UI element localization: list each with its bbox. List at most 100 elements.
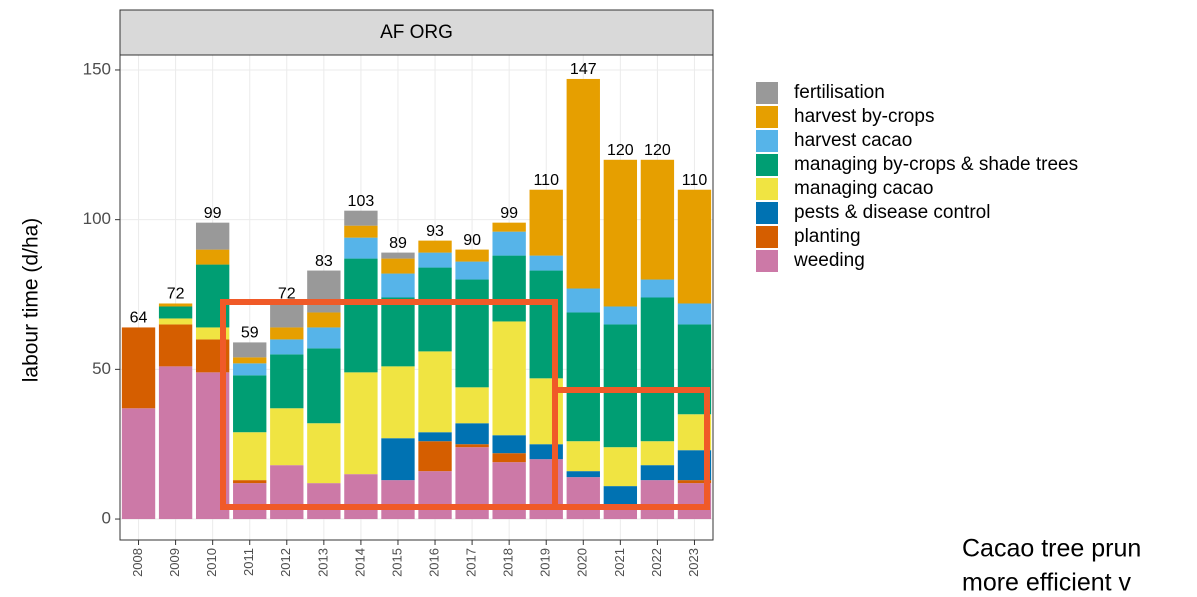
bar-segment xyxy=(344,258,378,373)
x-tick-label: 2017 xyxy=(464,548,479,577)
bar-segment xyxy=(233,342,267,358)
x-tick-label: 2011 xyxy=(241,548,256,576)
y-tick-label: 150 xyxy=(83,59,111,78)
bar-segment xyxy=(455,279,489,388)
bar-segment xyxy=(640,297,675,442)
total-label: 59 xyxy=(241,325,259,342)
bar-segment xyxy=(344,225,378,238)
legend-label: planting xyxy=(794,226,861,247)
total-label: 120 xyxy=(607,142,634,159)
total-label: 90 xyxy=(463,232,481,249)
panel-title: AF ORG xyxy=(380,22,453,43)
x-tick-label: 2009 xyxy=(167,548,182,577)
total-label: 110 xyxy=(682,172,708,189)
bar-segment xyxy=(492,453,526,463)
bar-segment xyxy=(121,327,156,409)
x-tick-label: 2012 xyxy=(278,548,293,577)
bar-segment xyxy=(381,258,415,274)
bar-segment xyxy=(640,480,675,520)
bar-segment xyxy=(603,324,638,448)
bar-segment xyxy=(307,270,341,313)
bar-segment xyxy=(566,78,600,289)
bar-segment xyxy=(195,222,230,250)
bar-segment xyxy=(455,261,489,280)
bar-segment xyxy=(418,351,452,433)
total-label: 72 xyxy=(278,286,296,303)
x-tick-label: 2018 xyxy=(501,548,516,577)
legend-label: fertilisation xyxy=(794,82,885,103)
legend-label: managing cacao xyxy=(794,178,933,199)
legend-swatch xyxy=(756,226,778,248)
x-tick-label: 2015 xyxy=(389,548,404,577)
legend-swatch xyxy=(756,178,778,200)
bar-segment xyxy=(344,474,378,520)
bar-segment xyxy=(121,408,156,520)
x-tick-label: 2008 xyxy=(130,548,145,577)
bar-segment xyxy=(492,435,526,454)
bar-segment xyxy=(233,357,267,364)
bar-segment xyxy=(381,297,415,367)
bar-segment xyxy=(270,465,304,520)
bar-segment xyxy=(418,432,452,442)
bar-segment xyxy=(344,210,378,226)
bar-segment xyxy=(566,471,600,478)
x-tick-label: 2014 xyxy=(352,548,367,577)
legend-label: harvest cacao xyxy=(794,130,912,151)
bar-segment xyxy=(603,486,638,505)
bar-segment xyxy=(677,480,712,484)
bar-segment xyxy=(455,387,489,424)
total-label: 99 xyxy=(204,205,222,222)
bar-segment xyxy=(566,312,600,442)
x-tick-label: 2013 xyxy=(315,548,330,577)
x-tick-label: 2016 xyxy=(426,548,441,577)
bar-segment xyxy=(381,438,415,481)
bar-segment xyxy=(307,312,341,328)
bar-segment xyxy=(270,408,304,466)
legend-label: managing by-crops & shade trees xyxy=(794,154,1078,175)
bar-segment xyxy=(677,303,712,325)
bar-segment xyxy=(455,423,489,445)
total-label: 93 xyxy=(426,223,444,240)
bar-segment xyxy=(603,159,638,307)
legend-swatch xyxy=(756,130,778,152)
bar-segment xyxy=(603,447,638,487)
bar-segment xyxy=(492,462,526,520)
bar-segment xyxy=(418,441,452,472)
bar-segment xyxy=(455,249,489,262)
bar-segment xyxy=(270,303,304,328)
bar-segment xyxy=(418,240,452,253)
bar-segment xyxy=(492,321,526,436)
bar-segment xyxy=(233,480,267,484)
annotation: Cacao tree prun xyxy=(962,535,1141,563)
panel-border xyxy=(119,54,714,541)
x-tick-label: 2022 xyxy=(649,548,664,577)
annotation: more efficient v xyxy=(962,569,1132,597)
total-label: 83 xyxy=(315,253,333,270)
bar-segment xyxy=(307,483,341,520)
bar-segment xyxy=(640,441,675,466)
bar-segment xyxy=(418,252,452,268)
y-tick-label: 0 xyxy=(102,509,111,528)
highlight-box xyxy=(552,387,710,510)
bar-segment xyxy=(603,306,638,325)
y-tick-label: 50 xyxy=(92,359,111,378)
bar-segment xyxy=(640,465,675,481)
legend-swatch xyxy=(756,250,778,272)
legend-swatch xyxy=(756,106,778,128)
legend-swatch xyxy=(756,154,778,176)
bar-segment xyxy=(158,318,193,325)
bar-segment xyxy=(233,375,267,433)
total-label: 110 xyxy=(533,172,559,189)
legend-label: pests & disease control xyxy=(794,202,990,223)
bar-segment xyxy=(307,327,341,349)
x-tick-label: 2023 xyxy=(686,548,701,577)
total-label: 120 xyxy=(644,142,671,159)
legend-label: weeding xyxy=(793,250,865,271)
y-axis-label: labour time (d/ha) xyxy=(20,218,43,383)
bar-segment xyxy=(381,366,415,439)
legend-label: harvest by-crops xyxy=(794,106,934,127)
bar-segment xyxy=(677,189,712,304)
x-tick-label: 2021 xyxy=(612,548,627,577)
total-label: 99 xyxy=(500,205,518,222)
total-label: 64 xyxy=(130,310,148,327)
